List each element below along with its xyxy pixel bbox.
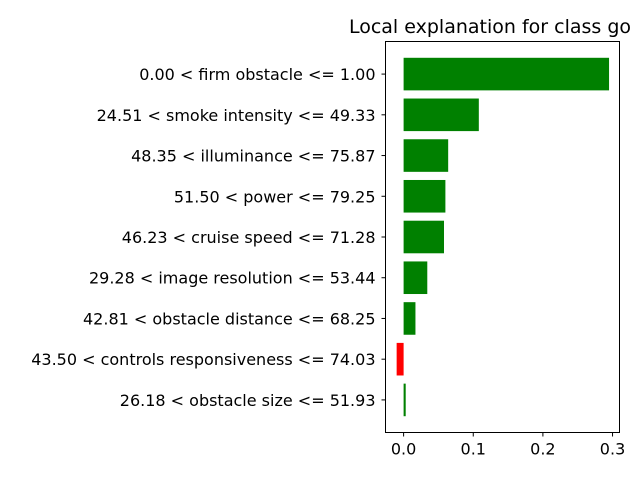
bar xyxy=(403,57,610,91)
bar xyxy=(403,179,446,213)
bar xyxy=(403,220,444,254)
x-tick-label: 0.0 xyxy=(391,440,416,459)
bar xyxy=(403,139,449,172)
category-label: 43.50 < controls responsiveness <= 74.03 xyxy=(31,350,375,369)
category-label: 48.35 < illuminance <= 75.87 xyxy=(131,147,375,166)
chart-title: Local explanation for class go xyxy=(349,16,631,38)
bar xyxy=(403,383,406,417)
x-tick-label: 0.2 xyxy=(530,440,555,459)
category-label: 0.00 < firm obstacle <= 1.00 xyxy=(139,65,375,84)
bar xyxy=(396,342,404,376)
category-label: 51.50 < power <= 79.25 xyxy=(174,187,376,206)
bar xyxy=(403,302,416,335)
bar xyxy=(403,98,479,132)
category-label: 29.28 < image resolution <= 53.44 xyxy=(89,269,376,288)
category-label: 42.81 < obstacle distance <= 68.25 xyxy=(83,309,376,328)
bar xyxy=(403,261,428,295)
x-tick-label: 0.3 xyxy=(600,440,625,459)
category-label: 24.51 < smoke intensity <= 49.33 xyxy=(97,106,376,125)
x-tick-label: 0.1 xyxy=(461,440,486,459)
category-label: 26.18 < obstacle size <= 51.93 xyxy=(120,391,376,410)
category-label: 46.23 < cruise speed <= 71.28 xyxy=(122,228,376,247)
